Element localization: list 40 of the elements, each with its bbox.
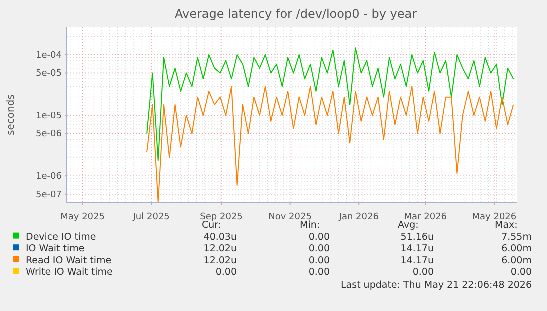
y-axis-title: seconds xyxy=(6,94,17,136)
x-tick-label: Mar 2026 xyxy=(404,212,448,223)
text: Avg: xyxy=(398,220,419,231)
y-tick-label: 5e-07 xyxy=(36,190,62,200)
text: 0.00 xyxy=(216,267,237,278)
legend-label: Read IO Wait time xyxy=(26,255,112,266)
text: 12.02u xyxy=(204,244,237,255)
y-tick-label: 5e-06 xyxy=(36,130,62,140)
text: 51.16u xyxy=(400,232,434,243)
x-tick-label: Sep 2025 xyxy=(200,212,243,223)
legend-label: IO Wait time xyxy=(26,244,85,255)
text: 6.00m xyxy=(502,244,532,255)
text: 0.00 xyxy=(308,255,330,266)
text: 12.02u xyxy=(204,255,237,266)
text: 0.00 xyxy=(412,267,434,278)
y-tick-label: 1e-06 xyxy=(36,172,62,182)
text: 40.03u xyxy=(204,232,237,243)
y-tick-label: 5e-05 xyxy=(36,69,62,80)
text: Cur: xyxy=(202,220,222,231)
text: Max: xyxy=(495,220,518,231)
line-series xyxy=(146,86,514,203)
text: 0.00 xyxy=(308,267,330,278)
line-series xyxy=(146,48,514,162)
text: Last update: Thu May 21 22:06:48 2026 xyxy=(341,280,532,291)
x-tick-label: Jul 2025 xyxy=(132,212,170,223)
x-tick-label: Jan 2026 xyxy=(338,212,380,223)
x-tick-label: May 2025 xyxy=(60,212,105,223)
text: 0.00 xyxy=(510,267,532,278)
text: 14.17u xyxy=(400,244,434,255)
legend-label: Device IO time xyxy=(26,232,96,243)
text: 7.55m xyxy=(502,232,532,243)
text: Min: xyxy=(300,220,320,231)
chart-title: Average latency for /dev/loop0 - by year xyxy=(174,7,418,21)
legend-label: Write IO Wait time xyxy=(26,267,114,278)
y-tick-label: 1e-04 xyxy=(36,50,62,61)
text: 0.00 xyxy=(308,232,330,243)
text: 14.17u xyxy=(400,255,434,266)
y-tick-label: 1e-05 xyxy=(36,111,62,122)
text: 0.00 xyxy=(308,244,330,255)
text: 6.00m xyxy=(502,255,532,266)
